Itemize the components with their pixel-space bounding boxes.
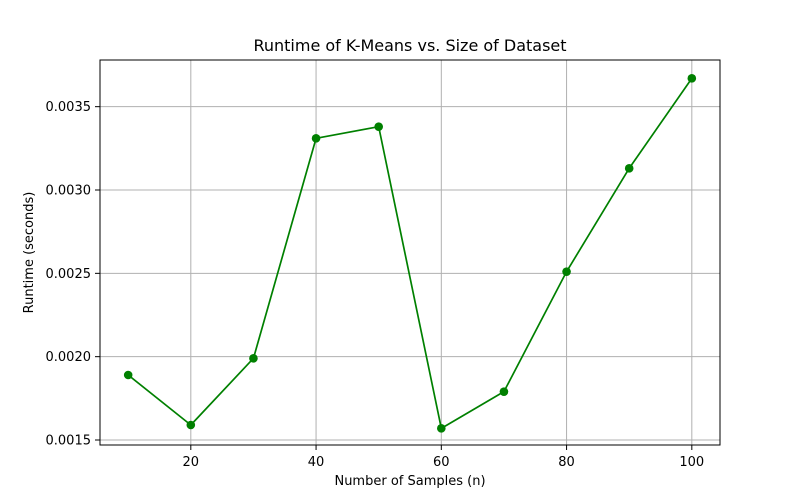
series-layer [123,74,697,433]
data-point [562,267,571,276]
data-point [687,74,697,83]
data-point [311,134,321,143]
series-line [127,77,693,430]
data-point [499,387,509,396]
x-axis-ticks: 20 40 60 80 100 [183,445,704,470]
y-tick-label: 0.0015 [46,434,92,449]
y-tick-label: 0.0025 [46,267,92,282]
plot-frame [99,59,721,446]
data-point [123,370,133,380]
y-axis-ticks: 0.0015 0.0020 0.0025 0.0030 0.0035 [46,100,100,449]
x-tick-label: 60 [433,455,450,470]
x-tick-label: 100 [679,455,704,470]
y-axis-title: Runtime (seconds) [22,192,37,314]
chart-title: Runtime of K-Means vs. Size of Dataset [253,36,566,55]
data-point [186,420,196,430]
data-point [249,354,258,363]
y-tick-label: 0.0030 [46,184,92,199]
x-tick-label: 20 [183,455,200,470]
y-tick-label: 0.0020 [46,350,92,365]
x-axis-title: Number of Samples (n) [334,474,485,489]
grid-lines [100,60,720,445]
x-tick-label: 80 [558,455,575,470]
data-point [374,122,383,131]
data-point [624,164,634,173]
y-tick-label: 0.0035 [46,100,92,115]
x-tick-label: 40 [308,455,325,470]
data-point [437,424,446,433]
